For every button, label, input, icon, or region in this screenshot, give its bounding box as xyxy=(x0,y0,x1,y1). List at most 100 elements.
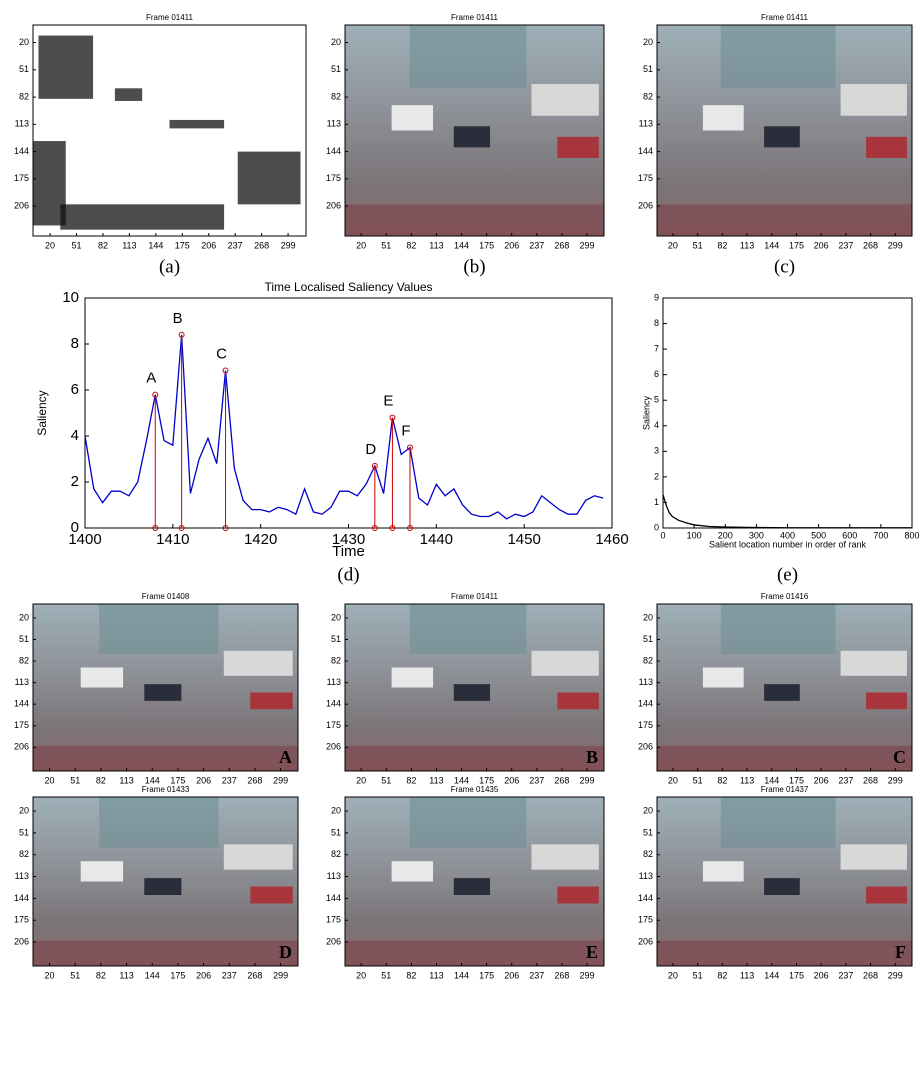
building xyxy=(409,604,527,655)
x-tick-label: 268 xyxy=(554,775,569,785)
plot-frame xyxy=(662,297,913,529)
x-tick-label: 200 xyxy=(718,530,733,540)
y-tick-label: 0 xyxy=(71,519,79,536)
building xyxy=(720,797,836,848)
bus xyxy=(840,844,907,870)
x-tick-label: 20 xyxy=(45,240,55,250)
y-tick-label: 3 xyxy=(654,446,659,456)
car xyxy=(764,878,800,896)
x-tick-label: 51 xyxy=(381,775,391,785)
y-tick-label: 5 xyxy=(654,395,659,405)
x-tick-label: 175 xyxy=(479,970,494,980)
stem-marker xyxy=(222,367,229,374)
x-tick-label: 300 xyxy=(749,530,764,540)
y-tick-label: 144 xyxy=(638,893,653,903)
x-tick-label: 299 xyxy=(888,970,903,980)
y-tick-label: 206 xyxy=(638,200,653,210)
y-axis-label: Saliency xyxy=(641,395,651,430)
y-tick-label: 175 xyxy=(14,915,29,925)
car xyxy=(453,126,491,148)
x-tick-label: 144 xyxy=(145,970,160,980)
peak-label: A xyxy=(146,370,156,387)
y-tick-label: 20 xyxy=(643,805,653,815)
x-tick-label: 175 xyxy=(789,240,804,250)
stem-marker xyxy=(178,331,185,338)
bus xyxy=(840,84,907,116)
y-tick-label: 144 xyxy=(638,699,653,709)
x-tick-label: 299 xyxy=(579,775,594,785)
y-tick-label: 82 xyxy=(331,91,341,101)
y-tick-label: 175 xyxy=(638,915,653,925)
panel-letter: E xyxy=(586,942,598,962)
y-tick-label: 51 xyxy=(643,827,653,837)
car xyxy=(453,878,491,896)
y-tick-label: 144 xyxy=(14,699,29,709)
x-tick-label: 20 xyxy=(356,970,366,980)
pavement xyxy=(345,940,604,966)
van xyxy=(702,105,744,131)
y-tick-label: 7 xyxy=(654,343,659,353)
y-tick-label: 113 xyxy=(15,119,29,129)
y-tick-label: 144 xyxy=(14,146,29,156)
y-tick-label: 4 xyxy=(71,427,79,444)
y-tick-label: 51 xyxy=(19,827,29,837)
red-car xyxy=(866,886,907,904)
stem-base xyxy=(406,525,413,531)
y-tick-label: 82 xyxy=(19,655,29,665)
x-tick-label: 144 xyxy=(454,970,469,980)
y-tick-label: 20 xyxy=(19,37,29,47)
y-tick-label: 175 xyxy=(638,720,653,730)
y-axis-label: Saliency xyxy=(35,390,49,435)
x-tick-label: 82 xyxy=(96,970,106,980)
x-tick-label: 237 xyxy=(222,775,237,785)
x-tick-label: 299 xyxy=(579,970,594,980)
panel-caption: (b) xyxy=(463,256,485,277)
x-tick-label: 51 xyxy=(693,240,703,250)
y-tick-label: 82 xyxy=(19,849,29,859)
x-tick-label: 299 xyxy=(273,775,288,785)
y-tick-label: 51 xyxy=(331,64,341,74)
x-tick-label: 500 xyxy=(811,530,826,540)
x-tick-label: 299 xyxy=(888,775,903,785)
plot-frame xyxy=(344,796,605,967)
plot-frame xyxy=(344,24,605,237)
x-tick-label: 20 xyxy=(668,970,678,980)
pavement xyxy=(345,204,604,236)
y-tick-label: 206 xyxy=(326,742,341,752)
pavement xyxy=(657,745,912,771)
y-tick-label: 82 xyxy=(643,849,653,859)
x-tick-label: 0 xyxy=(660,530,665,540)
y-tick-label: 20 xyxy=(643,612,653,622)
y-tick-label: 2 xyxy=(71,473,79,490)
y-tick-label: 175 xyxy=(14,720,29,730)
x-tick-label: 206 xyxy=(196,970,211,980)
plot-frame xyxy=(656,796,913,967)
x-tick-label: 299 xyxy=(579,240,594,250)
y-tick-label: 206 xyxy=(638,936,653,946)
y-tick-label: 175 xyxy=(638,173,653,183)
y-tick-label: 20 xyxy=(19,612,29,622)
stem-marker xyxy=(389,414,396,421)
panel-letter: A xyxy=(279,747,292,767)
x-tick-label: 175 xyxy=(170,970,185,980)
panel-caption: (a) xyxy=(159,256,180,277)
red-car xyxy=(250,886,293,904)
y-tick-label: 10 xyxy=(62,289,79,306)
y-tick-label: 20 xyxy=(331,612,341,622)
x-tick-label: 237 xyxy=(222,970,237,980)
y-tick-label: 144 xyxy=(638,146,653,156)
red-car xyxy=(557,692,599,710)
bus xyxy=(531,84,599,116)
red-car xyxy=(557,136,599,158)
bus xyxy=(531,844,599,870)
x-tick-label: 237 xyxy=(228,240,243,250)
x-tick-label: 20 xyxy=(356,240,366,250)
car xyxy=(764,684,800,701)
x-tick-label: 400 xyxy=(780,530,795,540)
y-tick-label: 113 xyxy=(327,677,341,687)
x-tick-label: 144 xyxy=(764,240,779,250)
x-tick-label: 700 xyxy=(873,530,888,540)
panel-title: Frame 01433 xyxy=(142,785,190,794)
y-tick-label: 175 xyxy=(14,173,29,183)
x-tick-label: 20 xyxy=(45,970,55,980)
